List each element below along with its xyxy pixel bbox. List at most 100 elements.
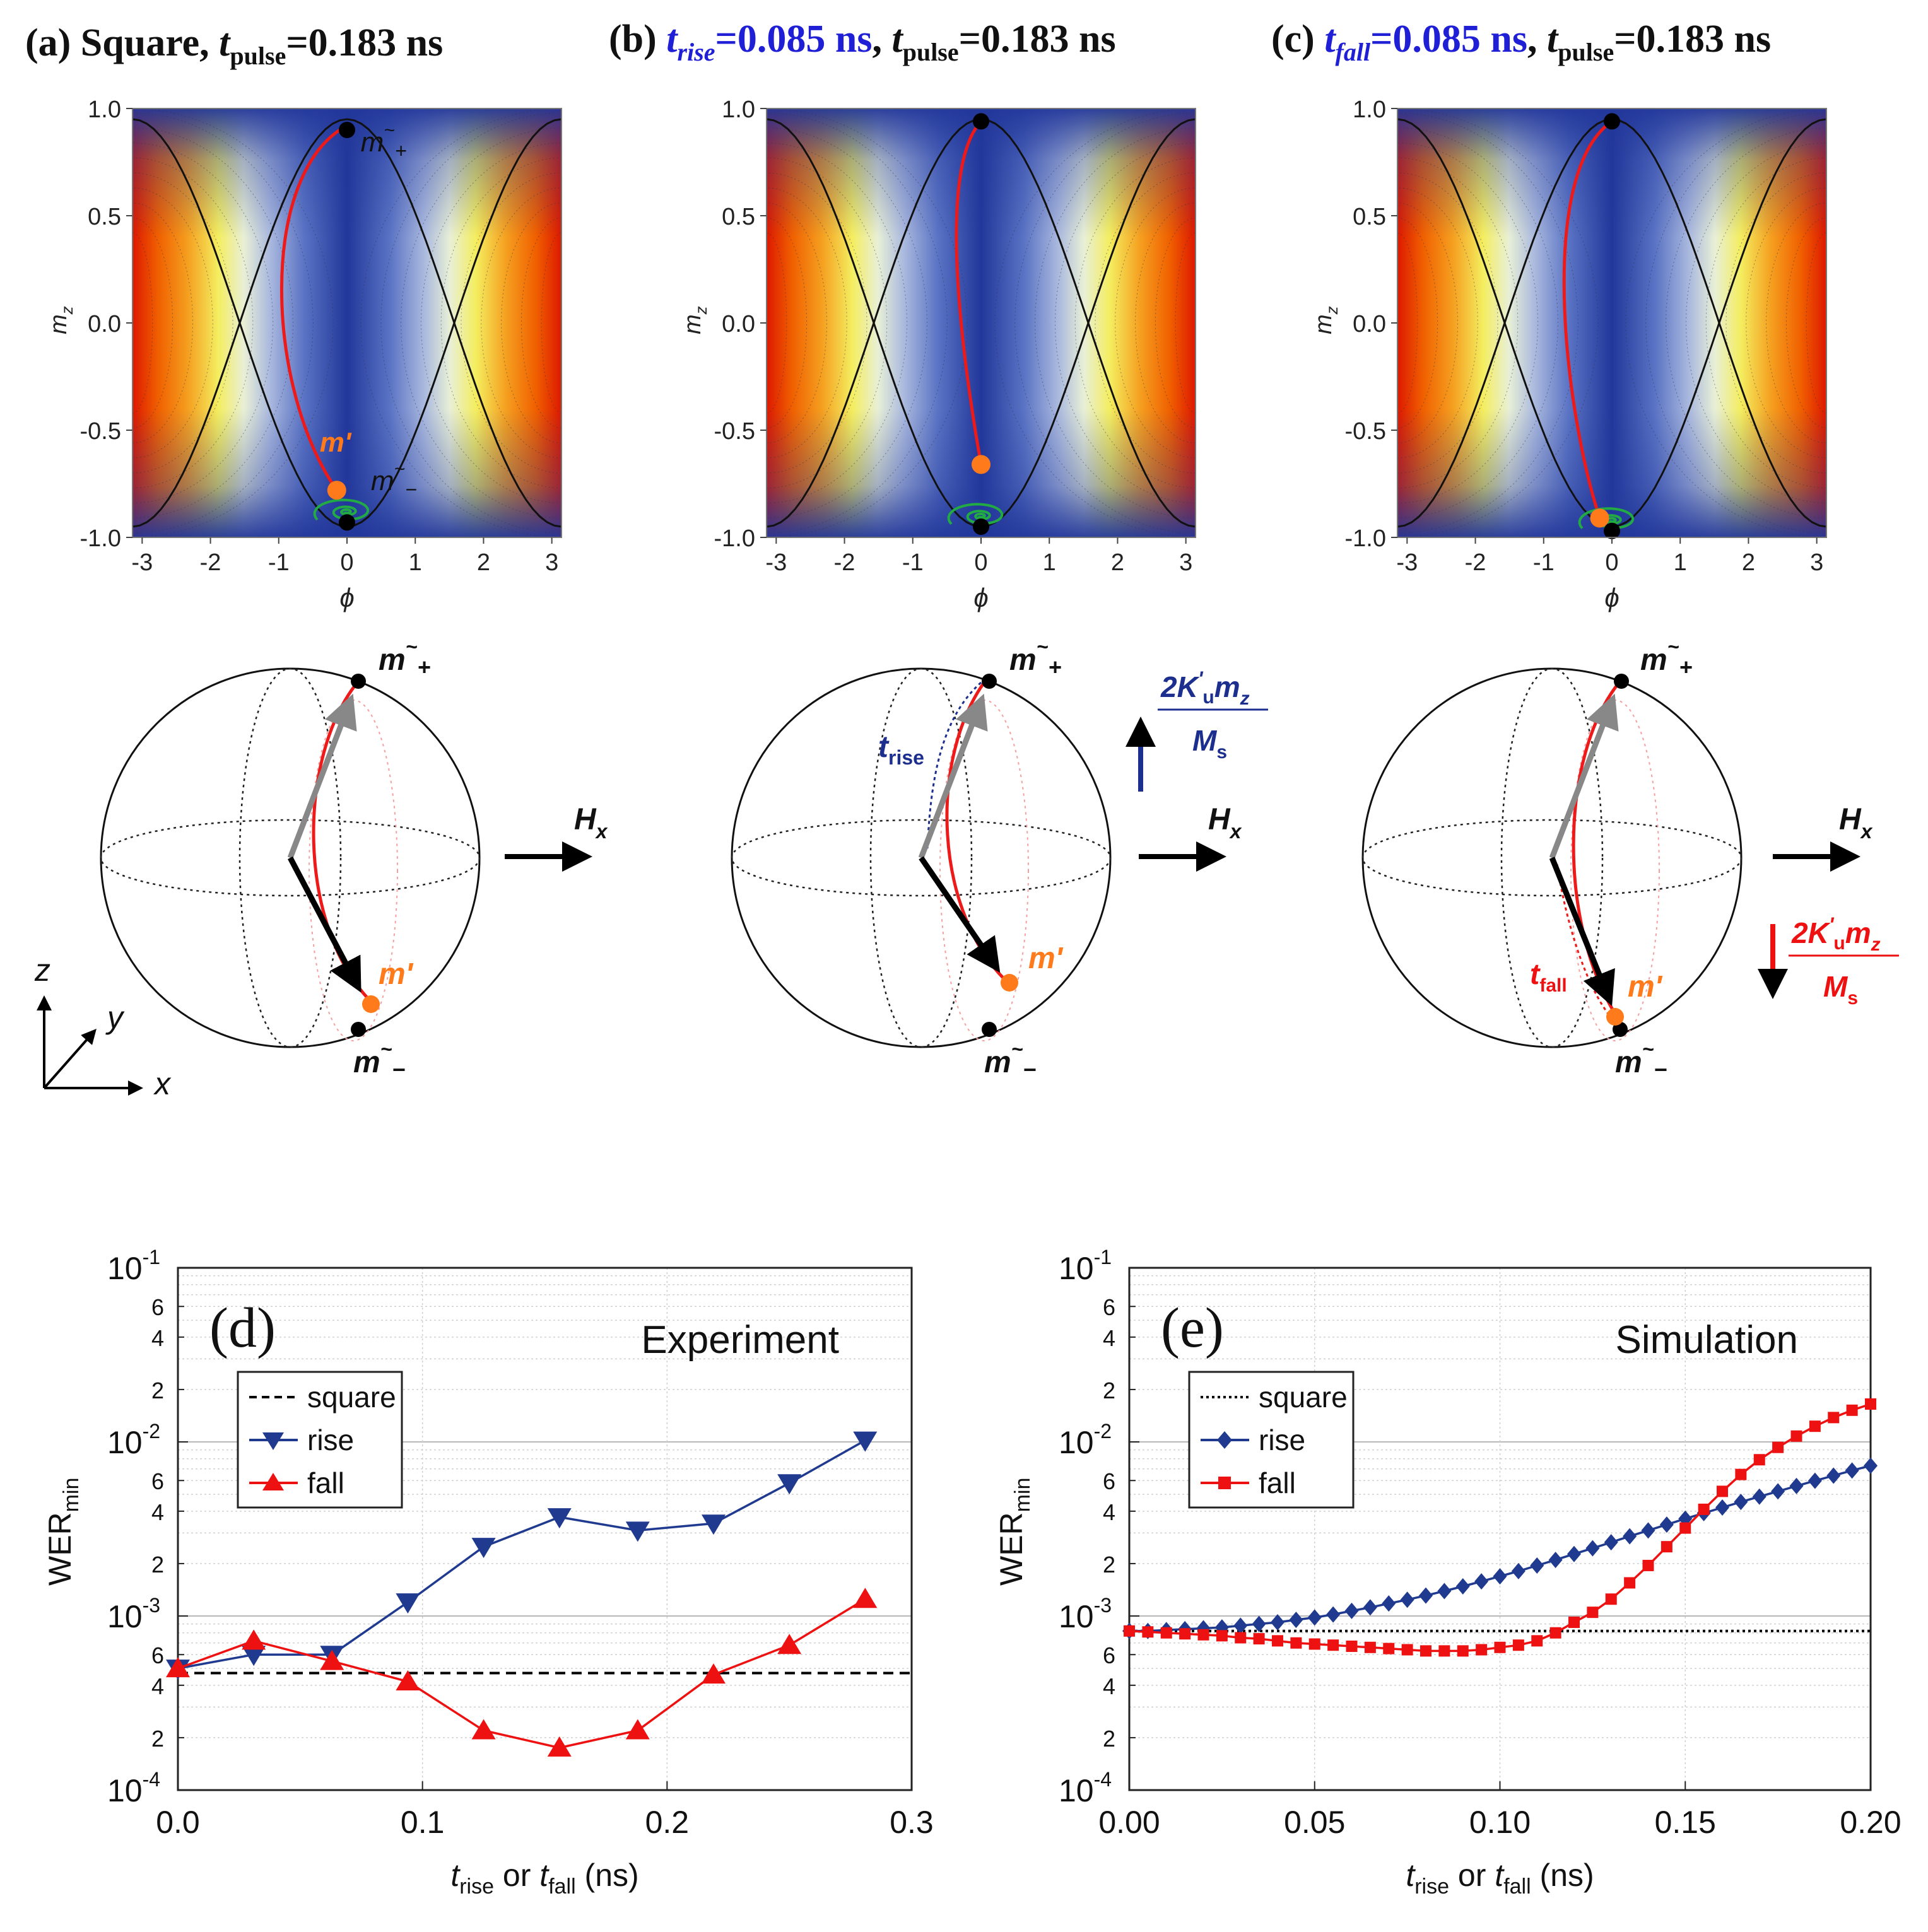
data-point [1235,1632,1247,1644]
data-point [1493,1568,1507,1585]
series-fall [1124,1398,1876,1657]
chart-title: Experiment [641,1318,839,1362]
data-point [853,1431,878,1452]
x-tick-label: 0 [340,549,353,576]
x-tick-label: -2 [200,549,221,576]
y-tick-label: 1.0 [722,97,755,123]
x-tick-label: 3 [545,549,558,576]
x-tick-label: 0.15 [1655,1805,1716,1840]
svg-text:Ms: Ms [1192,724,1227,763]
svg-text:Ms: Ms [1823,970,1858,1009]
data-point [396,1670,420,1690]
chart-title: Simulation [1616,1318,1798,1362]
y-tick-label: 1.0 [1353,97,1386,123]
panel-a-prefix: (a) Square, [25,21,219,64]
x-tick-label: 0.1 [401,1805,445,1840]
y-major-label: 10-2 [107,1420,160,1460]
axis-z-label: z [34,952,50,988]
data-point [1364,1641,1376,1653]
svg-text:m~−: m~− [984,1038,1036,1082]
data-point [1253,1633,1265,1645]
data-point [1400,1591,1414,1608]
legend-label: square [307,1381,396,1414]
sphere-c: m~+ m~− m' tfall Hx 2K'umz Ms [1361,635,1899,1082]
data-point [1530,1557,1544,1574]
data-point [1531,1635,1543,1647]
y-tick-label: -0.5 [714,418,755,445]
y-minor-label: 2 [1103,1378,1115,1403]
y-major-label: 10-4 [1059,1768,1112,1808]
data-point [1808,1472,1822,1489]
chart-e: 10-4 10-3 10-2 10-1 2 4 6 2 4 6 2 4 6 0.00 0.05 0.10 0.1… [994,1246,1902,1899]
data-point [1641,1522,1655,1539]
switching-trajectory [280,124,348,491]
m-plus-point [973,113,989,130]
y-minor-label: 2 [1103,1552,1115,1578]
y-minor-label: 2 [1103,1726,1115,1752]
y-axis-label: WERmin [42,1478,83,1586]
x-tick-label: 3 [1810,549,1823,576]
x-tick-label: -3 [1396,549,1418,576]
x-axis-label: trise or tfall (ns) [450,1858,638,1899]
data-point [1160,1627,1172,1639]
relaxation-spiral [313,498,370,521]
chart-d: 10-4 10-3 10-2 10-1 2 4 6 2 4 6 2 4 6 0.0 0.1 0.2 0.3 tri… [42,1246,934,1899]
data-point [1272,1635,1283,1647]
svg-text:Hx: Hx [1208,803,1242,843]
data-point [1642,1559,1654,1571]
y-tick-label: 0.0 [1353,311,1386,337]
separatrix-upper [132,118,562,528]
y-axis-label: WERmin [994,1478,1035,1586]
data-point [471,1719,496,1740]
data-point [242,1629,266,1650]
y-axis-label: mz [679,306,710,334]
x-axis-label: ϕ [339,583,354,612]
data-point [1715,1499,1729,1516]
y-tick-label: -1.0 [1345,525,1386,552]
data-point [1735,1468,1747,1480]
series-line-fall [177,1598,866,1749]
x-axis-label: ϕ [973,583,988,612]
y-tick-label: 0.5 [88,204,121,230]
svg-text:m~+: m~+ [1640,635,1692,680]
x-tick-label: 0.20 [1840,1805,1901,1840]
x-tick-label: 3 [1179,549,1192,576]
data-point [1383,1642,1395,1654]
field-up-label: 2K'umz Ms [1158,667,1268,763]
y-tick-label: -0.5 [80,418,121,445]
y-axis-label: mz [45,306,76,334]
data-point [1548,1552,1563,1569]
data-point [1659,1516,1674,1533]
data-point [1679,1522,1691,1534]
data-point [1290,1637,1302,1649]
data-point [1252,1615,1266,1632]
panel-b-title: (b) trise=0.085 ns, tpulse=0.183 ns [609,18,1116,66]
data-point [1511,1562,1525,1579]
svg-text:m': m' [1628,970,1663,1004]
data-point [1826,1467,1841,1484]
m-plus-label: m~+ [361,120,407,162]
data-point [471,1538,496,1559]
m-prime-point [327,481,346,500]
y-tick-label: 1.0 [88,97,121,123]
m-minus-point [339,514,355,531]
m-minus-point [1604,522,1620,539]
data-point [1326,1606,1341,1623]
m-plus-point [339,122,355,138]
x-tick-label: 2 [477,549,490,576]
y-tick-label: 0.5 [1353,204,1386,230]
x-tick-label: -1 [902,549,924,576]
y-minor-label: 2 [151,1726,164,1752]
x-tick-label: 1 [409,549,422,576]
data-point [625,1521,650,1542]
data-point [1308,1638,1320,1650]
series-fall [166,1588,878,1757]
data-point [1455,1578,1470,1595]
data-point [1124,1625,1135,1637]
gridlines [177,1268,912,1791]
x-tick-label: -2 [834,549,855,576]
data-point [1623,1528,1637,1545]
data-point [1587,1607,1599,1619]
y-minor-label: 4 [151,1673,164,1699]
